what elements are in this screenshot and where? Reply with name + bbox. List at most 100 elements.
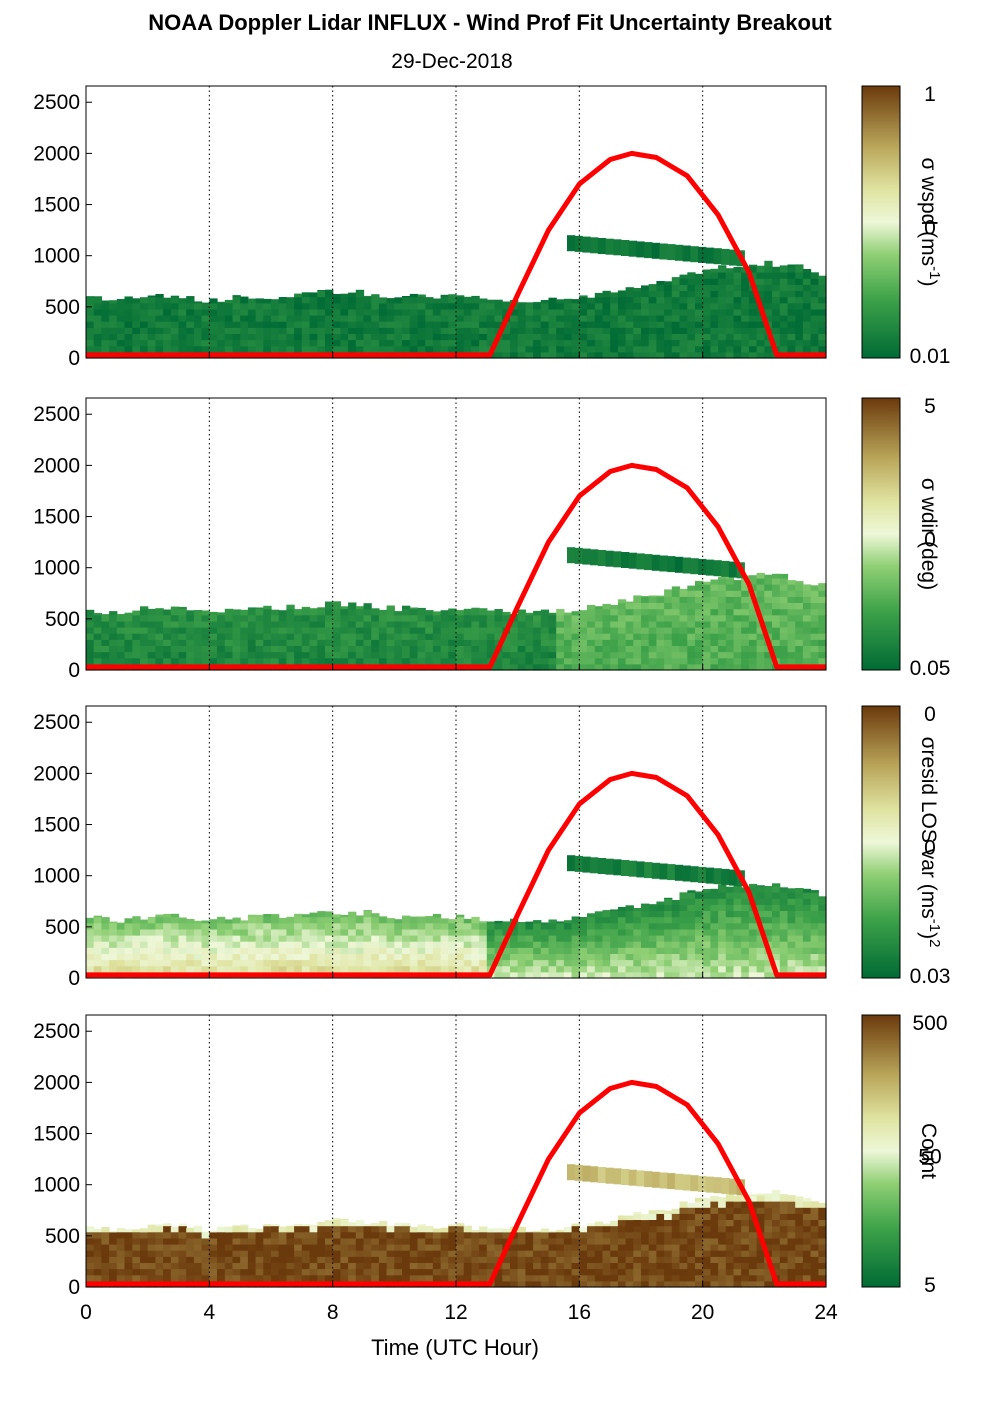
heatmap-cell [594,1237,604,1245]
heatmap-cell [301,339,311,347]
heatmap-cell [232,639,241,646]
heatmap-cell [533,947,542,954]
heatmap-cell [163,1268,172,1276]
heatmap-cell [448,339,457,347]
heatmap-cell [132,321,141,328]
heatmap-cell [163,639,172,646]
heatmap-cell [348,627,357,634]
heatmap-cell [224,627,234,634]
heatmap-cell [440,345,449,353]
heatmap-cell [348,935,357,942]
heatmap-cell [748,1274,758,1282]
heatmap-cell [502,1274,511,1282]
heatmap-cell [810,608,819,616]
heatmap-cell [309,916,318,924]
heatmap-cell [741,1244,750,1251]
heatmap-cell [610,971,619,979]
heatmap-cell [641,639,650,646]
heatmap-cell [764,284,773,291]
heatmap-cell [456,315,465,322]
heatmap-cell [479,308,488,316]
heatmap-cell [132,345,141,353]
heatmap-cell [741,892,750,899]
heatmap-cell [787,315,796,322]
heatmap-cell [163,315,172,322]
heatmap-cell [201,333,210,341]
heatmap-cell [332,614,341,622]
heatmap-cell [371,608,380,616]
heatmap-cell [741,651,750,659]
heatmap-cell [795,627,804,634]
heatmap-cell [517,1280,526,1288]
heatmap-cell [317,345,326,353]
heatmap-cell [378,333,388,341]
heatmap-cell [671,1274,681,1282]
heatmap-cell [463,327,472,334]
heatmap-cell [494,1268,503,1276]
heatmap-cell [533,941,542,948]
heatmap-cell [278,1244,287,1251]
heatmap-cell [163,651,172,659]
heatmap-cell [756,633,765,640]
heatmap-cell [494,351,503,359]
heatmap-cell [325,1225,334,1233]
heatmap-cell [579,922,588,930]
heatmap-cell [597,550,607,566]
heatmap-cell [348,928,357,936]
heatmap-cell [309,657,318,665]
heatmap-cell [733,327,742,334]
heatmap-cell [278,610,287,616]
heatmap-cell [417,607,426,610]
heatmap-cell [641,1244,650,1251]
heatmap-cell [209,627,218,634]
heatmap-cell [232,935,241,942]
heatmap-cell [594,935,604,942]
heatmap-cell [510,959,519,967]
heatmap-cell [764,657,773,665]
heatmap-cell [695,910,704,918]
heatmap-cell [494,614,503,622]
heatmap-cell [671,910,681,918]
heatmap-cell [533,657,542,665]
heatmap-cell [725,1219,735,1227]
heatmap-cell [741,290,750,298]
heatmap-cell [594,657,604,665]
heatmap-cell [548,297,557,304]
heatmap-cell [355,289,365,292]
heatmap-cell [671,339,681,347]
heatmap-cell [348,602,357,604]
heatmap-cell [718,265,727,273]
heatmap-cell [563,959,573,967]
heatmap-cell [363,1250,372,1257]
heatmap-cell [687,1231,696,1239]
heatmap-cell [787,651,796,659]
heatmap-cell [741,596,750,603]
heatmap-cell [186,345,195,353]
heatmap-cell [779,953,789,961]
heatmap-cell [271,922,280,930]
heatmap-cell [402,916,411,924]
heatmap-cell [309,651,318,659]
heatmap-cell [756,333,765,341]
heatmap-cell [718,663,727,671]
heatmap-cell [278,935,287,942]
heatmap-cell [286,308,295,316]
heatmap-cell [671,296,681,304]
heatmap-cell [517,351,526,359]
heatmap-cell [779,1256,789,1263]
heatmap-cell [571,928,580,936]
heatmap-cell [325,345,334,353]
heatmap-cell [741,633,750,640]
heatmap-cell [641,302,650,310]
heatmap-cell [702,302,711,310]
heatmap-cell [540,351,550,359]
heatmap-cell [602,1231,611,1239]
heatmap-cell [116,1250,126,1257]
heatmap-cell [625,663,634,671]
heatmap-cell [810,928,819,936]
heatmap-cell [440,620,449,628]
heatmap-cell [656,1280,665,1288]
heatmap-cell [594,302,604,310]
heatmap-cell [255,914,264,918]
